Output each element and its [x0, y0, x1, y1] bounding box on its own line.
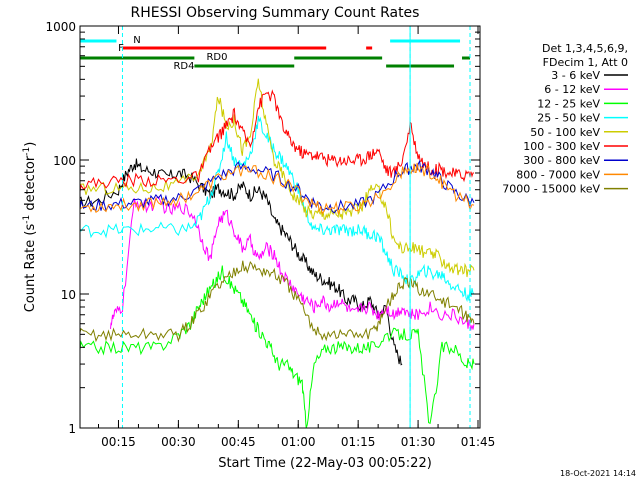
legend-label-2: 12 - 25 keV [537, 97, 600, 110]
series-line-1 [110, 196, 475, 332]
chart-title: RHESSI Observing Summary Count Rates [131, 5, 420, 21]
y-tick-label-2: 100 [53, 154, 76, 168]
vertical-markers [121, 26, 471, 428]
series-group [79, 78, 475, 429]
legend-label-4: 50 - 100 keV [530, 126, 600, 139]
x-tick-label-6: 01:45 [461, 435, 496, 449]
series-line-5 [79, 89, 474, 192]
series-line-6 [79, 159, 475, 214]
axes: 00:15 00:30 00:45 01:00 01:15 01:30 01:45 1 10 10… [45, 20, 495, 449]
legend-label-1: 6 - 12 keV [544, 83, 600, 96]
y-tick-label-3: 1000 [45, 20, 76, 34]
legend-label-0: 3 - 6 keV [551, 69, 600, 82]
bar-label-n: N [133, 35, 140, 46]
bar-label-rd4: RD4 [173, 61, 194, 72]
x-axis-label: Start Time (22-May-03 00:05:22) [218, 456, 432, 471]
x-tick-label-5: 01:30 [401, 435, 436, 449]
legend-header-line-1: Det 1,3,4,5,6,9, [542, 42, 628, 55]
series-line-4 [79, 78, 475, 278]
legend-label-3: 25 - 50 keV [537, 112, 600, 125]
legend-label-6: 300 - 800 keV [523, 154, 600, 167]
x-tick-label-1: 00:30 [161, 435, 196, 449]
x-tick-label-3: 01:00 [281, 435, 316, 449]
series-line-2 [79, 265, 475, 429]
series-line-0 [79, 158, 403, 366]
legend-label-8: 7000 - 15000 keV [502, 183, 600, 196]
y-tick-label-1: 10 [61, 288, 76, 302]
plot-frame [79, 25, 481, 429]
legend: Det 1,3,4,5,6,9, FDecim 1, Att 0 3 - 6 k… [502, 42, 628, 196]
series-line-8 [79, 260, 475, 343]
observing-bars: NF RD0 RD4 [80, 35, 471, 72]
bar-label-rd0: RD0 [206, 52, 227, 63]
x-tick-label-4: 01:15 [341, 435, 376, 449]
x-tick-label-0: 00:15 [101, 435, 136, 449]
legend-header-line-2: FDecim 1, Att 0 [543, 56, 628, 69]
series-line-3 [79, 115, 475, 303]
x-tick-label-2: 00:45 [221, 435, 256, 449]
date-stamp: 18-Oct-2021 14:14 [560, 469, 636, 478]
series-line-7 [79, 162, 475, 215]
legend-label-5: 100 - 300 keV [523, 140, 600, 153]
y-axis-label: Count Rate (s-1 detector-1) [22, 142, 38, 313]
bar-label-f: F [118, 43, 124, 54]
y-tick-label-0: 1 [68, 422, 76, 436]
legend-label-7: 800 - 7000 keV [516, 168, 600, 181]
